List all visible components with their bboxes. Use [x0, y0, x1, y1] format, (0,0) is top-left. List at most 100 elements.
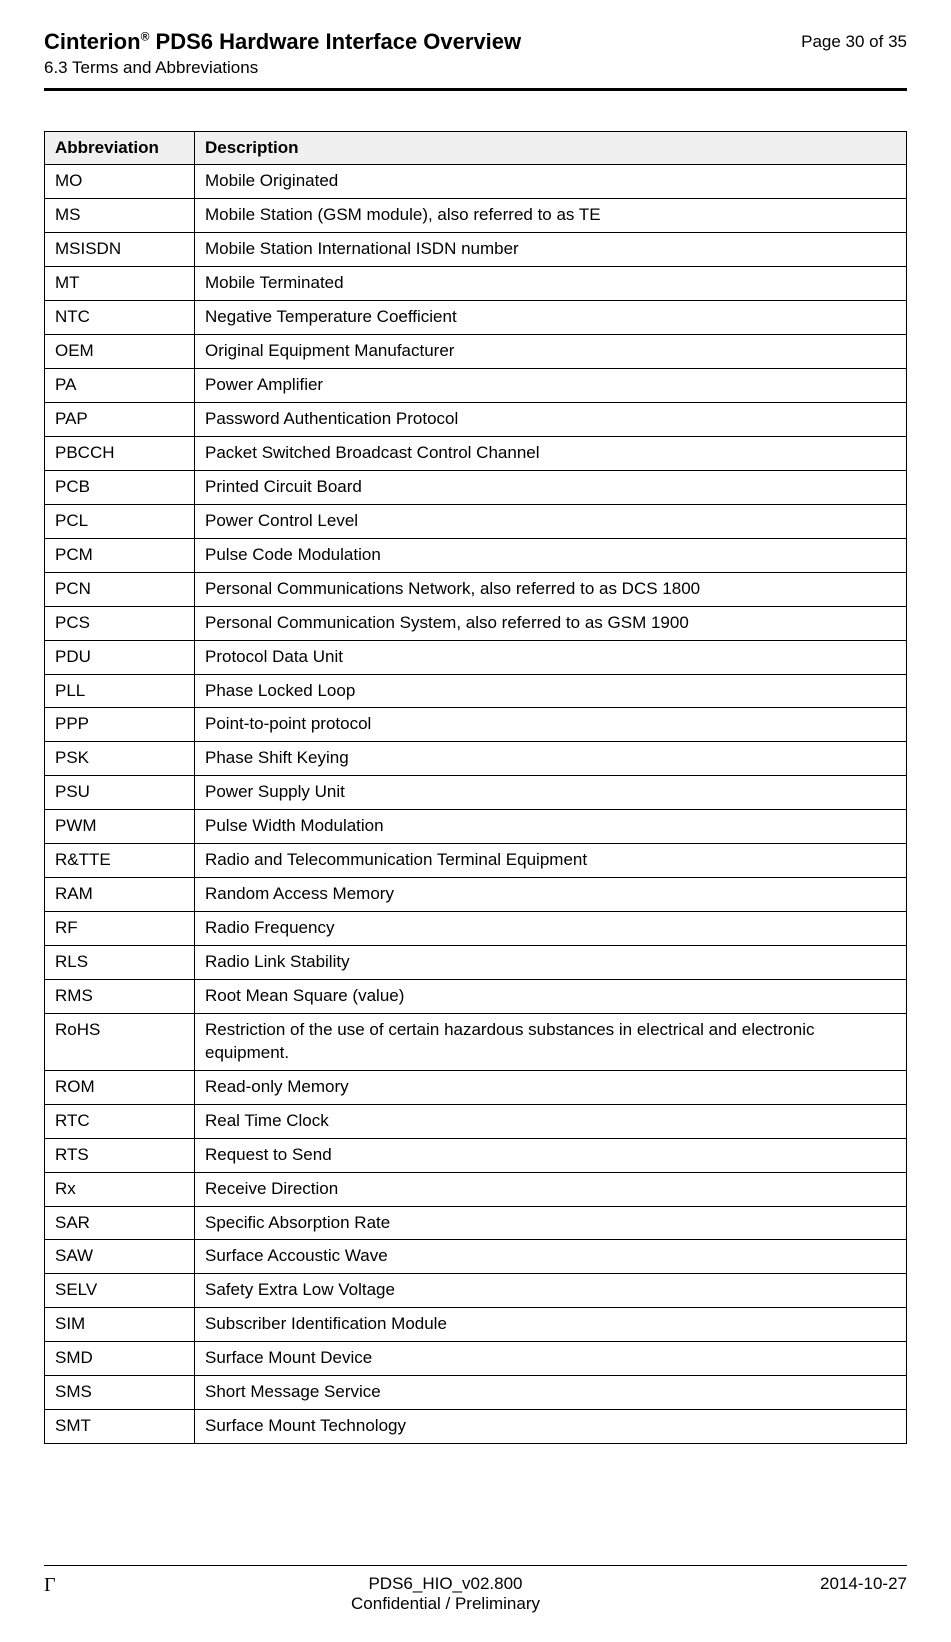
- table-row: PCSPersonal Communication System, also r…: [45, 606, 907, 640]
- desc-cell: Mobile Originated: [195, 165, 907, 199]
- desc-cell: Short Message Service: [195, 1376, 907, 1410]
- desc-cell: Receive Direction: [195, 1172, 907, 1206]
- table-row: RAMRandom Access Memory: [45, 878, 907, 912]
- abbrev-cell: RTS: [45, 1138, 195, 1172]
- abbrev-cell: OEM: [45, 335, 195, 369]
- footer-date: 2014-10-27: [787, 1574, 907, 1594]
- table-row: SMDSurface Mount Device: [45, 1342, 907, 1376]
- desc-cell: Radio and Telecommunication Terminal Equ…: [195, 844, 907, 878]
- table-row: R&TTERadio and Telecommunication Termina…: [45, 844, 907, 878]
- table-row: RMSRoot Mean Square (value): [45, 979, 907, 1013]
- table-row: PAPPassword Authentication Protocol: [45, 403, 907, 437]
- table-row: PCBPrinted Circuit Board: [45, 470, 907, 504]
- abbrev-cell: ROM: [45, 1070, 195, 1104]
- content: Abbreviation Description MOMobile Origin…: [44, 91, 907, 1566]
- abbrev-cell: SIM: [45, 1308, 195, 1342]
- table-row: SMTSurface Mount Technology: [45, 1410, 907, 1444]
- header: Cinterion® PDS6 Hardware Interface Overv…: [44, 28, 907, 78]
- abbrev-cell: Rx: [45, 1172, 195, 1206]
- table-row: RoHSRestriction of the use of certain ha…: [45, 1013, 907, 1070]
- abbrev-cell: RAM: [45, 878, 195, 912]
- abbrev-cell: PBCCH: [45, 436, 195, 470]
- desc-cell: Password Authentication Protocol: [195, 403, 907, 437]
- desc-cell: Personal Communication System, also refe…: [195, 606, 907, 640]
- table-row: PDUProtocol Data Unit: [45, 640, 907, 674]
- abbrev-cell: PCN: [45, 572, 195, 606]
- table-row: PCMPulse Code Modulation: [45, 538, 907, 572]
- abbrev-cell: RF: [45, 912, 195, 946]
- table-row: PLLPhase Locked Loop: [45, 674, 907, 708]
- table-row: ROMRead-only Memory: [45, 1070, 907, 1104]
- desc-cell: Restriction of the use of certain hazard…: [195, 1013, 907, 1070]
- footer-center: PDS6_HIO_v02.800 Confidential / Prelimin…: [104, 1574, 787, 1614]
- desc-cell: Root Mean Square (value): [195, 979, 907, 1013]
- desc-cell: Safety Extra Low Voltage: [195, 1274, 907, 1308]
- table-row: PBCCHPacket Switched Broadcast Control C…: [45, 436, 907, 470]
- col-abbreviation: Abbreviation: [45, 131, 195, 165]
- abbrev-cell: PAP: [45, 403, 195, 437]
- abbrev-cell: R&TTE: [45, 844, 195, 878]
- desc-cell: Packet Switched Broadcast Control Channe…: [195, 436, 907, 470]
- desc-cell: Random Access Memory: [195, 878, 907, 912]
- table-row: SELVSafety Extra Low Voltage: [45, 1274, 907, 1308]
- desc-cell: Real Time Clock: [195, 1104, 907, 1138]
- table-row: PSKPhase Shift Keying: [45, 742, 907, 776]
- abbrev-cell: PSU: [45, 776, 195, 810]
- abbrev-cell: SMS: [45, 1376, 195, 1410]
- abbrev-cell: RTC: [45, 1104, 195, 1138]
- product-name: Cinterion: [44, 29, 141, 54]
- table-header-row: Abbreviation Description: [45, 131, 907, 165]
- table-row: MTMobile Terminated: [45, 267, 907, 301]
- desc-cell: Phase Locked Loop: [195, 674, 907, 708]
- table-row: PAPower Amplifier: [45, 369, 907, 403]
- abbrev-cell: MO: [45, 165, 195, 199]
- desc-cell: Personal Communications Network, also re…: [195, 572, 907, 606]
- table-row: MSISDNMobile Station International ISDN …: [45, 233, 907, 267]
- desc-cell: Surface Accoustic Wave: [195, 1240, 907, 1274]
- table-row: MOMobile Originated: [45, 165, 907, 199]
- abbrev-cell: PLL: [45, 674, 195, 708]
- table-row: NTCNegative Temperature Coefficient: [45, 301, 907, 335]
- table-row: RFRadio Frequency: [45, 912, 907, 946]
- table-row: MSMobile Station (GSM module), also refe…: [45, 199, 907, 233]
- abbrev-cell: MSISDN: [45, 233, 195, 267]
- footer-gamma: Γ: [44, 1574, 104, 1597]
- abbrev-cell: NTC: [45, 301, 195, 335]
- desc-cell: Surface Mount Technology: [195, 1410, 907, 1444]
- abbrev-cell: PCS: [45, 606, 195, 640]
- abbreviations-table: Abbreviation Description MOMobile Origin…: [44, 131, 907, 1445]
- desc-cell: Negative Temperature Coefficient: [195, 301, 907, 335]
- desc-cell: Protocol Data Unit: [195, 640, 907, 674]
- abbrev-cell: RoHS: [45, 1013, 195, 1070]
- desc-cell: Original Equipment Manufacturer: [195, 335, 907, 369]
- table-row: SAWSurface Accoustic Wave: [45, 1240, 907, 1274]
- table-row: PPPPoint-to-point protocol: [45, 708, 907, 742]
- abbrev-cell: PDU: [45, 640, 195, 674]
- abbrev-cell: PCM: [45, 538, 195, 572]
- footer: Γ PDS6_HIO_v02.800 Confidential / Prelim…: [44, 1565, 907, 1642]
- abbrev-cell: SMT: [45, 1410, 195, 1444]
- desc-cell: Surface Mount Device: [195, 1342, 907, 1376]
- table-row: RxReceive Direction: [45, 1172, 907, 1206]
- table-row: RTSRequest to Send: [45, 1138, 907, 1172]
- footer-confidential: Confidential / Preliminary: [104, 1594, 787, 1614]
- abbrev-cell: PWM: [45, 810, 195, 844]
- doc-title: Cinterion® PDS6 Hardware Interface Overv…: [44, 28, 521, 56]
- footer-docref: PDS6_HIO_v02.800: [104, 1574, 787, 1594]
- table-row: SIMSubscriber Identification Module: [45, 1308, 907, 1342]
- desc-cell: Pulse Width Modulation: [195, 810, 907, 844]
- table-row: SMSShort Message Service: [45, 1376, 907, 1410]
- desc-cell: Point-to-point protocol: [195, 708, 907, 742]
- table-row: PCLPower Control Level: [45, 504, 907, 538]
- table-body: MOMobile OriginatedMSMobile Station (GSM…: [45, 165, 907, 1444]
- table-row: PCNPersonal Communications Network, also…: [45, 572, 907, 606]
- desc-cell: Mobile Terminated: [195, 267, 907, 301]
- desc-cell: Power Supply Unit: [195, 776, 907, 810]
- abbrev-cell: RMS: [45, 979, 195, 1013]
- title-rest: PDS6 Hardware Interface Overview: [149, 29, 521, 54]
- table-row: PWMPulse Width Modulation: [45, 810, 907, 844]
- abbrev-cell: PA: [45, 369, 195, 403]
- page-number: Page 30 of 35: [801, 28, 907, 52]
- desc-cell: Phase Shift Keying: [195, 742, 907, 776]
- desc-cell: Request to Send: [195, 1138, 907, 1172]
